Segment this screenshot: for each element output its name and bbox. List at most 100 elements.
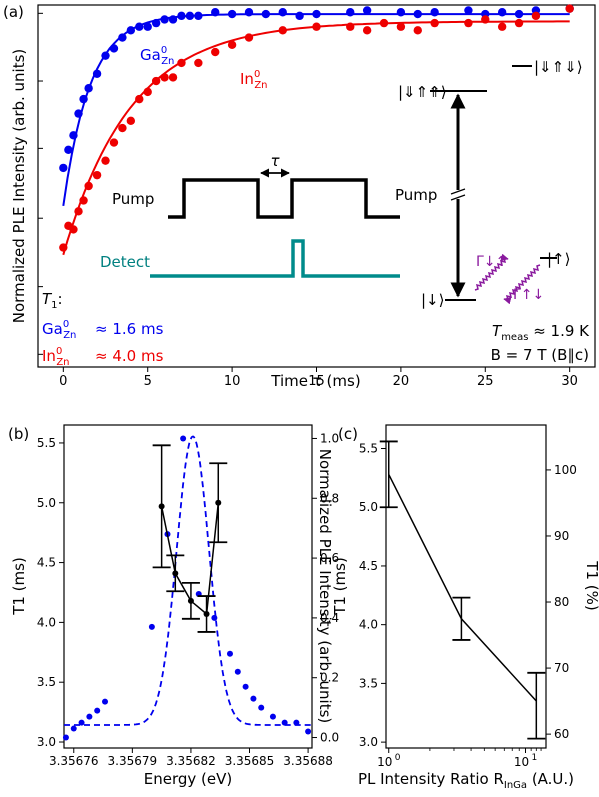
ga-t1-name: Ga0 Zn <box>42 319 76 341</box>
ket-trion-right: |⇓⇑⇓⟩ <box>534 58 583 76</box>
data-point-Ga0Zn <box>261 9 271 19</box>
y-tick-label-right: 0.8 <box>320 491 339 505</box>
data-point-Ga0Zn <box>497 8 507 17</box>
data-point-Ga0Zn <box>244 8 254 17</box>
ple-data-point <box>281 719 288 726</box>
x-tick-label: 3.35682 <box>166 754 216 768</box>
t1-data-point <box>158 503 165 510</box>
ple-data-point <box>242 683 249 690</box>
data-point-Ga0Zn <box>185 11 195 21</box>
data-point-Ga0Zn <box>109 44 119 53</box>
fit-curve-Ga0Zn <box>62 13 570 207</box>
data-point-In0Zn <box>481 15 490 24</box>
ple-data-point <box>70 725 77 732</box>
data-point-In0Zn <box>514 18 524 28</box>
data-point-Ga0Zn <box>278 8 287 17</box>
data-point-In0Zn <box>69 225 78 234</box>
data-point-Ga0Zn <box>92 69 102 78</box>
ple-data-point <box>234 668 241 675</box>
data-point-Ga0Zn <box>168 15 178 24</box>
panel-a-x-axis-label: Time τ (ms) <box>270 372 360 390</box>
data-point-In0Zn <box>497 22 507 31</box>
y-tick-label-right: 0.6 <box>320 551 339 565</box>
x-tick-label: 10 <box>224 374 241 389</box>
in-t1-value: ≈ 4.0 ms <box>95 347 164 365</box>
data-point-In0Zn <box>59 243 68 252</box>
ple-data-point <box>250 695 257 702</box>
pump-label: Pump <box>112 190 154 208</box>
ket-trion-left: |⇓⇑⇑⟩ <box>398 83 447 101</box>
data-point-In0Zn <box>118 123 127 133</box>
ga-t1-value: ≈ 1.6 ms <box>95 320 164 338</box>
panel-a-frame <box>37 4 596 368</box>
ple-gaussian-fit <box>64 435 312 726</box>
pulse-sequence-diagram: Pump τ Detect <box>100 152 400 278</box>
energy-level-diagram: |⇓⇑⇓⟩ |⇓⇑⇑⟩ Pump |↑⟩ |↓⟩ Γ↓↑ Γ↑↓ <box>395 58 583 309</box>
ple-data-point <box>211 614 218 621</box>
data-point-Ga0Zn <box>177 11 186 21</box>
data-point-Ga0Zn <box>64 145 73 154</box>
panel-b-x-axis-label: Energy (eV) <box>144 770 232 788</box>
data-point-Ga0Zn <box>346 8 355 17</box>
x-tick-label: 5 <box>144 374 152 389</box>
x-tick-label: 10 <box>514 755 529 769</box>
in-curve-label: In0 Zn <box>240 69 268 91</box>
gamma-down-up-arrow <box>474 253 509 291</box>
data-point-In0Zn <box>84 181 93 191</box>
pump-right-label: Pump <box>395 186 437 204</box>
axis-break-mark-1 <box>450 188 466 195</box>
y-tick-label-right: 1.0 <box>320 431 339 445</box>
ple-data-point <box>86 713 93 720</box>
data-point-In0Zn <box>160 73 169 82</box>
data-point-Ga0Zn <box>413 9 422 19</box>
ple-data-point <box>102 698 109 705</box>
data-point-Ga0Zn <box>118 33 127 42</box>
data-point-Ga0Zn <box>69 131 78 140</box>
data-point-Ga0Zn <box>160 15 169 24</box>
data-point-In0Zn <box>379 18 389 28</box>
ple-data-point <box>226 650 233 657</box>
data-point-In0Zn <box>413 26 422 35</box>
data-point-Ga0Zn <box>84 84 93 93</box>
data-point-In0Zn <box>74 207 83 216</box>
panel-c-frame <box>385 424 547 749</box>
x-tick-label: 25 <box>477 374 494 389</box>
data-point-In0Zn <box>346 22 355 31</box>
x-tick-label: 20 <box>393 374 410 389</box>
panel-c-label: (c) <box>338 425 358 443</box>
gamma-down-up-label: Γ↓↑ <box>476 254 507 270</box>
ple-data-point <box>62 734 69 741</box>
y-tick-label-right: 0.2 <box>320 671 339 685</box>
panel-c-x-axis-label: PL Intensity Ratio RInGa (A.U.) <box>358 770 574 791</box>
data-point-In0Zn <box>92 170 102 180</box>
ple-data-point <box>293 719 300 726</box>
tau-label: τ <box>270 152 280 170</box>
ple-data-point <box>94 707 101 714</box>
panel-a-plot-area <box>59 4 574 256</box>
ket-spin-down: |↓⟩ <box>421 291 444 309</box>
data-point-In0Zn <box>194 58 203 68</box>
data-point-Ga0Zn <box>295 11 304 21</box>
pump-waveform <box>168 178 400 219</box>
data-point-In0Zn <box>244 33 254 42</box>
ple-data-point <box>305 728 312 735</box>
t1-data-point <box>187 597 194 604</box>
data-point-In0Zn <box>135 94 144 104</box>
panel-a-y-axis-label: Normalized PLE Intensity (arb. units) <box>10 49 28 324</box>
detect-waveform <box>150 239 400 278</box>
data-point-In0Zn <box>464 18 473 28</box>
data-point-Ga0Zn <box>74 109 83 118</box>
y-tick-label-left: 3.0 <box>359 735 378 749</box>
data-point-In0Zn <box>227 40 237 50</box>
y-tick-label-right: 80 <box>554 595 569 609</box>
ple-data-point <box>78 719 85 726</box>
y-tick-label-left: 5.5 <box>37 436 56 450</box>
data-point-In0Zn <box>177 58 186 68</box>
field-label: B = 7 T (B∥c) <box>491 346 589 364</box>
t1-data-point <box>172 570 179 577</box>
x-tick-label: 3.35679 <box>108 754 158 768</box>
panel-b-ticks: 3.35676 3.35679 3.35682 3.35685 3.35688 3.0 3.… <box>37 431 339 768</box>
gamma-up-down-arrow <box>503 264 541 305</box>
